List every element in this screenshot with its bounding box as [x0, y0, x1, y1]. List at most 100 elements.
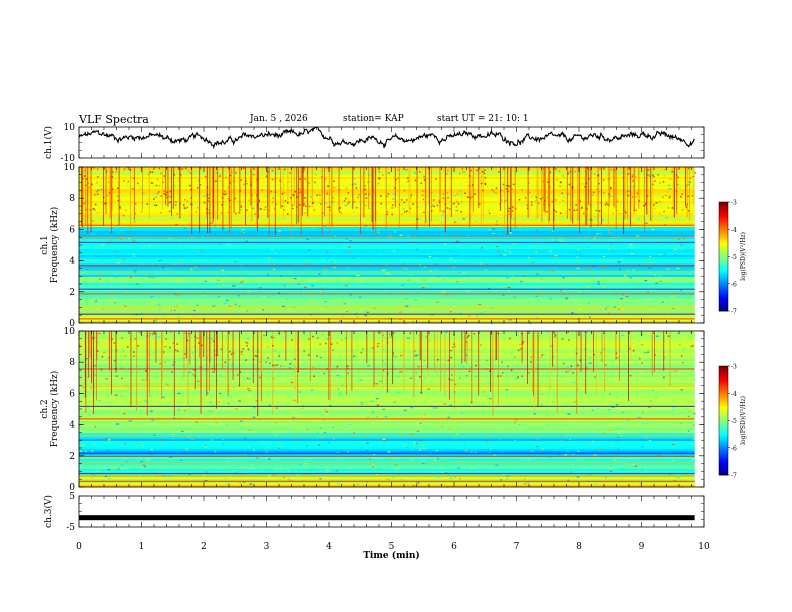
freq-band — [79, 223, 695, 226]
speckle — [332, 438, 336, 440]
hot-speckle — [649, 175, 651, 177]
speckle — [540, 389, 544, 391]
speckle — [523, 382, 526, 384]
speckle — [292, 399, 296, 402]
speckle — [214, 354, 218, 356]
emission-line — [79, 472, 695, 475]
hot-speckle — [641, 362, 643, 364]
speckle — [90, 387, 92, 389]
hot-speckle — [512, 206, 514, 209]
speckle — [110, 295, 114, 297]
hot-speckle — [682, 361, 684, 364]
speckle — [203, 195, 206, 197]
hot-speckle — [125, 209, 127, 211]
hot-speckle — [551, 200, 553, 203]
speckle — [626, 419, 630, 422]
hot-speckle — [391, 213, 393, 216]
speckle — [325, 403, 327, 405]
hot-speckle — [652, 183, 654, 186]
hot-speckle — [436, 358, 439, 361]
hot-speckle — [260, 208, 262, 210]
speckle — [579, 303, 582, 306]
speckle — [610, 232, 612, 234]
speckle — [567, 171, 569, 173]
speckle — [608, 195, 612, 197]
hot-speckle — [386, 342, 389, 344]
speckle — [288, 396, 292, 398]
freq-band — [79, 451, 695, 454]
sferic-streak — [471, 331, 473, 404]
speckle — [519, 226, 521, 228]
speckle — [287, 181, 291, 183]
speckle — [461, 457, 463, 459]
speckle — [210, 439, 214, 441]
hot-speckle — [151, 171, 154, 173]
speckle — [117, 262, 120, 264]
speckle — [282, 476, 285, 479]
hot-speckle — [555, 210, 557, 213]
speckle — [93, 342, 97, 344]
speckle — [474, 174, 477, 176]
hot-speckle — [119, 207, 122, 210]
hot-speckle — [681, 193, 683, 195]
speckle — [158, 304, 161, 306]
emission-line — [79, 405, 695, 407]
freq-band — [79, 259, 695, 262]
speckle — [478, 303, 482, 306]
speckle — [96, 470, 100, 472]
hot-speckle — [91, 183, 93, 186]
hot-speckle — [667, 335, 670, 337]
hot-speckle — [189, 172, 191, 174]
sferic-streak — [300, 167, 302, 236]
speckle — [252, 216, 254, 218]
speckle — [643, 352, 647, 354]
speckle — [423, 178, 427, 180]
ch2-spectrogram-image — [79, 331, 696, 489]
speckle — [184, 221, 188, 223]
colorbar-cell — [719, 425, 728, 429]
speckle — [499, 351, 502, 353]
hot-speckle — [196, 337, 198, 339]
hot-speckle — [511, 188, 513, 190]
hot-speckle — [326, 191, 328, 193]
speckle — [235, 408, 238, 410]
colorbar-tick-label: -6 — [731, 445, 737, 452]
speckle — [660, 344, 663, 346]
colorbar-cell — [719, 413, 728, 416]
hot-speckle — [442, 197, 444, 199]
speckle — [267, 393, 270, 396]
speckle — [446, 396, 449, 398]
hot-speckle — [521, 332, 523, 335]
colorbar-cell — [719, 285, 728, 288]
speckle — [662, 301, 664, 303]
emission-line — [79, 435, 695, 437]
speckle — [684, 408, 688, 410]
speckle — [536, 415, 539, 418]
speckle — [285, 382, 288, 385]
hot-speckle — [568, 208, 571, 211]
speckle — [400, 174, 403, 177]
freq-band — [79, 429, 695, 432]
hot-speckle — [509, 185, 512, 188]
speckle — [313, 302, 316, 304]
hot-speckle — [604, 364, 607, 366]
speckle — [431, 471, 433, 474]
hot-speckle — [543, 167, 545, 170]
colorbar-cell — [719, 298, 728, 301]
hot-speckle — [610, 168, 613, 171]
speckle — [236, 399, 239, 401]
hot-speckle — [386, 211, 389, 213]
speckle — [551, 270, 554, 272]
hot-speckle — [88, 186, 90, 189]
speckle — [492, 228, 496, 230]
hot-speckle — [457, 203, 460, 205]
speckle — [247, 290, 251, 292]
speckle — [468, 349, 471, 351]
hot-speckle — [229, 199, 231, 202]
hot-speckle — [353, 201, 355, 203]
speckle — [173, 417, 176, 419]
hot-speckle — [453, 202, 455, 205]
speckle — [461, 469, 464, 471]
speckle — [148, 395, 152, 397]
speckle — [549, 186, 552, 188]
